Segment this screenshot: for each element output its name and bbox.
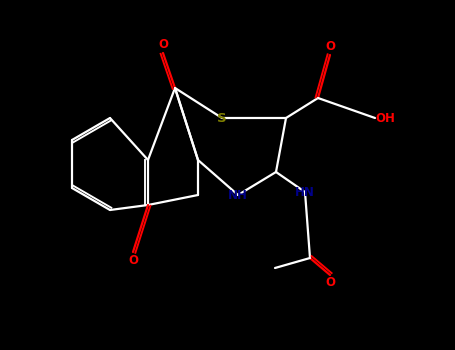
Text: S: S xyxy=(217,112,227,125)
Text: HN: HN xyxy=(295,186,315,198)
Text: NH: NH xyxy=(228,189,248,202)
Text: O: O xyxy=(325,276,335,289)
Text: O: O xyxy=(325,41,335,54)
Text: O: O xyxy=(128,253,138,266)
Text: O: O xyxy=(158,38,168,51)
Text: OH: OH xyxy=(375,112,395,125)
